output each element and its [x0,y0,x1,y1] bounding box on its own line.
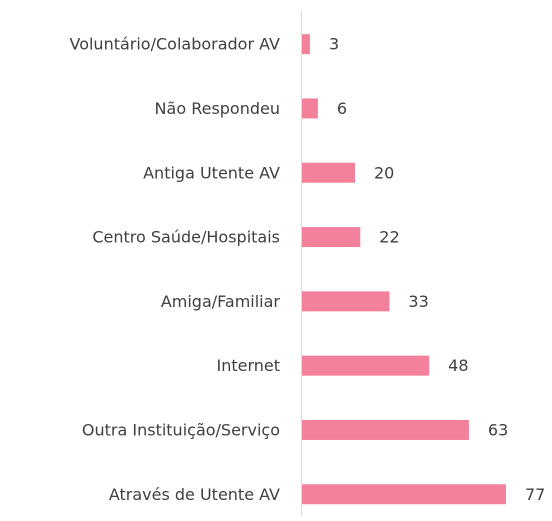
bar [302,227,361,248]
bar [302,355,430,376]
value-label: 48 [448,356,468,375]
category-label: Voluntário/Colaborador AV [69,35,280,54]
category-label: Antiga Utente AV [143,163,280,182]
value-label: 3 [329,35,339,54]
value-label: 6 [337,99,347,118]
value-label: 20 [374,163,394,182]
value-label: 33 [408,292,428,311]
category-label: Centro Saúde/Hospitais [92,228,280,247]
category-label: Amiga/Familiar [161,292,281,311]
bar [302,162,355,183]
value-label: 63 [488,420,508,439]
category-label: Outra Instituição/Serviço [82,420,280,439]
bar [302,98,318,119]
bar [302,34,310,55]
value-label: 22 [379,228,399,247]
category-label: Internet [216,356,280,375]
value-label: 77 [525,485,545,504]
category-label: Não Respondeu [155,99,280,118]
category-label: Através de Utente AV [109,485,280,504]
bar [302,419,469,440]
bar [302,291,390,312]
bar [302,484,506,505]
